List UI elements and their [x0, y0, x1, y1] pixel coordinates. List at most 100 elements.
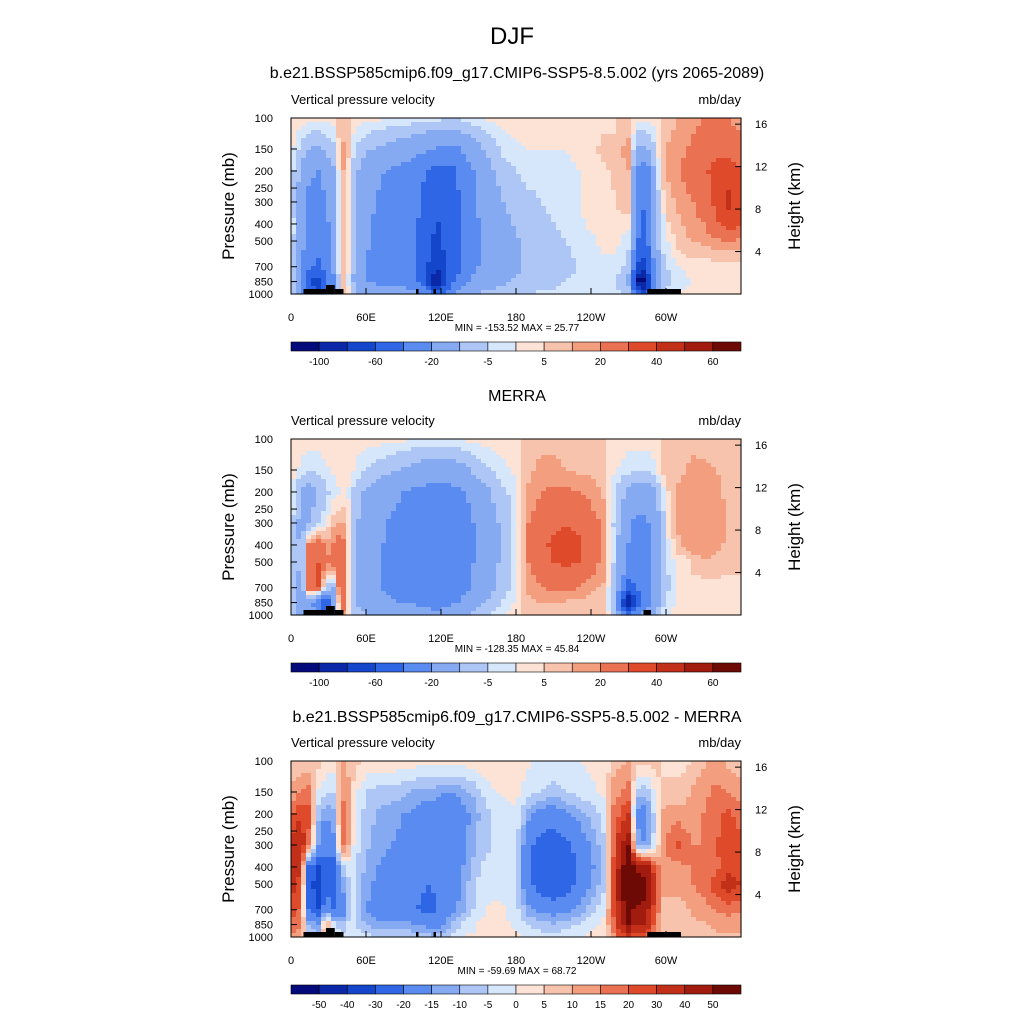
heatmap-cell — [536, 206, 542, 211]
heatmap-cell — [431, 130, 437, 135]
heatmap-cell — [656, 178, 662, 183]
heatmap-cell — [401, 467, 407, 472]
heatmap-cell — [466, 230, 472, 235]
heatmap-cell — [391, 170, 397, 175]
heatmap-cell — [346, 158, 352, 163]
heatmap-cell — [566, 455, 572, 460]
heatmap-cell — [491, 459, 497, 464]
heatmap-cell — [371, 290, 377, 295]
heatmap-cell — [521, 443, 527, 448]
heatmap-cell — [376, 250, 382, 255]
heatmap-cell — [636, 162, 642, 167]
heatmap-cell — [541, 286, 547, 291]
heatmap-cell — [426, 170, 432, 175]
heatmap-cell — [371, 126, 377, 131]
heatmap-cell — [346, 443, 352, 448]
heatmap-cell — [536, 270, 542, 275]
heatmap-cell — [461, 282, 467, 287]
heatmap-cell — [336, 475, 342, 480]
heatmap-cell — [341, 198, 347, 203]
heatmap-cell — [346, 258, 352, 263]
heatmap-cell — [506, 182, 512, 187]
heatmap-cell — [441, 134, 447, 139]
heatmap-cell — [301, 166, 307, 171]
heatmap-cell — [326, 278, 332, 283]
heatmap-cell — [376, 463, 382, 468]
heatmap-cell — [611, 463, 617, 468]
heatmap-cell — [396, 134, 402, 139]
heatmap-cell — [571, 455, 577, 460]
heatmap-cell — [631, 222, 637, 227]
heatmap-cell — [616, 443, 622, 448]
heatmap-cell — [646, 202, 652, 207]
heatmap-cell — [391, 447, 397, 452]
heatmap-cell — [391, 238, 397, 243]
heatmap-cell — [536, 242, 542, 247]
heatmap-cell — [416, 467, 422, 472]
heatmap-cell — [701, 250, 707, 255]
heatmap-cell — [621, 218, 627, 223]
heatmap-cell — [366, 230, 372, 235]
heatmap-cell — [386, 218, 392, 223]
heatmap-cell — [366, 174, 372, 179]
heatmap-cell — [431, 455, 437, 460]
heatmap-cell — [726, 278, 732, 283]
heatmap-cell — [466, 242, 472, 247]
heatmap-cell — [656, 166, 662, 171]
heatmap-cell — [601, 146, 607, 151]
heatmap-cell — [566, 238, 572, 243]
heatmap-cell — [721, 162, 727, 167]
heatmap-cell — [511, 447, 517, 452]
heatmap-cell — [441, 138, 447, 143]
heatmap-cell — [376, 238, 382, 243]
heatmap-cell — [606, 447, 612, 452]
heatmap-cell — [641, 230, 647, 235]
heatmap-cell — [706, 130, 712, 135]
heatmap-cell — [511, 126, 517, 131]
heatmap-cell — [396, 154, 402, 159]
heatmap-cell — [441, 266, 447, 271]
heatmap-cell — [601, 274, 607, 279]
heatmap-cell — [411, 198, 417, 203]
heatmap-cell — [546, 274, 552, 279]
heatmap-cell — [471, 467, 477, 472]
heatmap-cell — [431, 126, 437, 131]
heatmap-cell — [466, 286, 472, 291]
heatmap-cell — [431, 479, 437, 484]
heatmap-cell — [506, 206, 512, 211]
heatmap-cell — [681, 463, 687, 468]
heatmap-cell — [321, 118, 327, 123]
heatmap-cell — [411, 134, 417, 139]
heatmap-cell — [391, 451, 397, 456]
heatmap-cell — [686, 262, 692, 267]
heatmap-cell — [661, 178, 667, 183]
heatmap-cell — [646, 214, 652, 219]
heatmap-cell — [561, 162, 567, 167]
heatmap-cell — [621, 122, 627, 127]
heatmap-cell — [416, 126, 422, 131]
heatmap-cell — [676, 278, 682, 283]
heatmap-cell — [496, 234, 502, 239]
heatmap-cell — [576, 463, 582, 468]
heatmap-cell — [691, 130, 697, 135]
heatmap-cell — [651, 226, 657, 231]
heatmap-cell — [616, 471, 622, 476]
heatmap-cell — [316, 118, 322, 123]
heatmap-cell — [491, 206, 497, 211]
heatmap-cell — [336, 130, 342, 135]
heatmap-cell — [321, 210, 327, 215]
heatmap-cell — [716, 118, 722, 123]
heatmap-cell — [706, 138, 712, 143]
heatmap-cell — [581, 258, 587, 263]
heatmap-cell — [681, 266, 687, 271]
heatmap-cell — [451, 182, 457, 187]
heatmap-cell — [656, 459, 662, 464]
heatmap-cell — [506, 214, 512, 219]
heatmap-cell — [341, 150, 347, 155]
heatmap-cell — [501, 443, 507, 448]
heatmap-cell — [501, 230, 507, 235]
heatmap-cell — [336, 246, 342, 251]
heatmap-cell — [636, 210, 642, 215]
heatmap-cell — [486, 158, 492, 163]
heatmap-cell — [591, 238, 597, 243]
